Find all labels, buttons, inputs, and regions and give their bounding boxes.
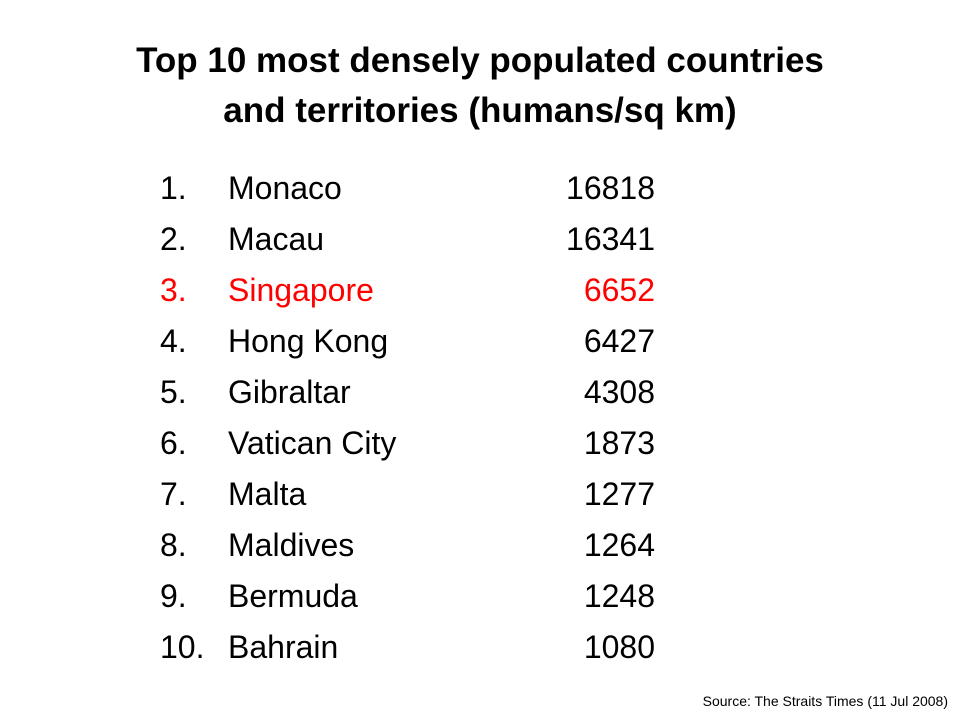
slide-title-line-1: Top 10 most densely populated countries	[136, 41, 824, 80]
country-name: Monaco	[228, 170, 342, 206]
ranking-row: 10. Bahrain 1080	[0, 619, 960, 675]
ranking-row: 1. Monaco 16818	[0, 160, 960, 216]
source-citation: Source: The Straits Times (11 Jul 2008)	[702, 693, 948, 709]
rank-number: 9.	[160, 578, 187, 614]
country-name: Malta	[228, 476, 307, 512]
rank-number: 7.	[160, 476, 187, 512]
ranking-row: 9. Bermuda 1248	[0, 568, 960, 624]
density-value: 6652	[583, 272, 655, 308]
density-value: 4308	[583, 374, 655, 410]
country-name: Macau	[228, 221, 325, 257]
ranking-row: 6. Vatican City 1873	[0, 415, 960, 471]
ranking-row: 2. Macau 16341	[0, 211, 960, 267]
ranking-row: 5. Gibraltar 4308	[0, 364, 960, 420]
slide-title: Top 10 most densely populated countries …	[30, 36, 930, 136]
density-value: 16341	[566, 221, 655, 257]
ranking-row: 7. Malta 1277	[0, 466, 960, 522]
density-value: 1264	[583, 527, 655, 563]
density-value: 1277	[583, 476, 655, 512]
rank-number: 4.	[160, 323, 187, 359]
rank-number: 8.	[160, 527, 187, 563]
country-name: Bahrain	[228, 629, 339, 665]
country-name: Bermuda	[228, 578, 358, 614]
rank-number: 3.	[160, 272, 187, 308]
rank-number: 5.	[160, 374, 187, 410]
rank-number: 6.	[160, 425, 187, 461]
density-value: 16818	[566, 170, 655, 206]
density-value: 1080	[583, 629, 655, 665]
country-name: Singapore	[228, 272, 374, 308]
country-name: Gibraltar	[228, 374, 351, 410]
slide-title-line-2: and territories (humans/sq km)	[223, 91, 737, 130]
ranking-row: 3. Singapore 6652	[0, 262, 960, 318]
country-name: Hong Kong	[228, 323, 389, 359]
rank-number: 10.	[160, 629, 205, 665]
ranking-row: 4. Hong Kong 6427	[0, 313, 960, 369]
country-name: Maldives	[228, 527, 355, 563]
ranking-row: 8. Maldives 1264	[0, 517, 960, 573]
density-value: 6427	[583, 323, 655, 359]
country-name: Vatican City	[228, 425, 397, 461]
rank-number: 2.	[160, 221, 187, 257]
rank-number: 1.	[160, 170, 187, 206]
density-value: 1248	[583, 578, 655, 614]
density-value: 1873	[583, 425, 655, 461]
